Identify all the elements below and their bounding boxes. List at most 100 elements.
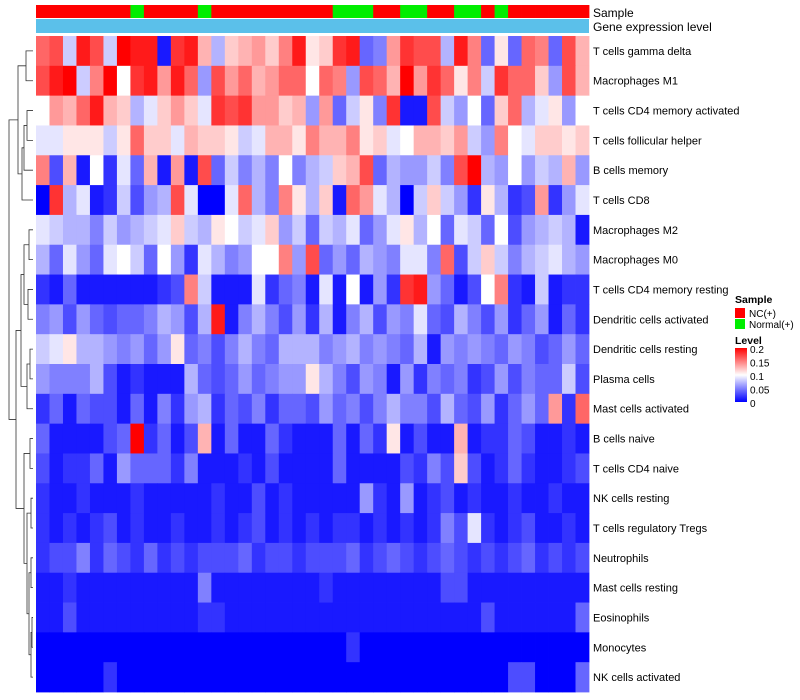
heatmap-cell: [265, 214, 280, 246]
heatmap-cell: [116, 125, 131, 156]
heatmap-cell: [224, 632, 239, 663]
heatmap-cell: [130, 572, 145, 603]
heatmap-cell: [346, 95, 361, 126]
heatmap-cell: [575, 453, 590, 484]
heatmap-cell: [184, 95, 199, 126]
heatmap-cell: [508, 662, 522, 693]
sample-annotation-cell: [535, 5, 549, 18]
heatmap-cell: [224, 304, 239, 335]
heatmap-cell: [224, 364, 239, 395]
heatmap-cell: [521, 214, 536, 246]
sample-legend-entries: NC(+)Normal(+): [735, 308, 794, 331]
heatmap-cell: [130, 364, 145, 395]
level-legend-title: Level: [735, 335, 762, 347]
heatmap-cell: [427, 95, 442, 126]
heatmap-cell: [170, 423, 185, 454]
heatmap-cell: [413, 95, 428, 126]
heatmap-cell: [521, 393, 536, 425]
heatmap-cell: [548, 334, 563, 365]
heatmap-cell: [89, 393, 104, 425]
heatmap-cell: [305, 185, 320, 216]
heatmap-cell: [224, 572, 239, 603]
heatmap-cell: [89, 304, 104, 335]
heatmap-cell: [184, 244, 199, 275]
heatmap-cell: [197, 453, 212, 484]
heatmap-cell: [562, 602, 576, 633]
sample-legend-label: NC(+): [749, 309, 776, 320]
heatmap-cell: [36, 364, 50, 395]
heatmap-cell: [89, 125, 104, 156]
heatmap-cell: [238, 36, 253, 67]
heatmap-cell: [373, 632, 388, 663]
heatmap-cell: [521, 632, 536, 663]
heatmap-cell: [494, 662, 509, 693]
sample-annotation-cell: [386, 5, 401, 18]
heatmap-cell: [440, 393, 455, 425]
heatmap-cell: [197, 483, 212, 514]
heatmap-cell: [440, 602, 455, 633]
heatmap-cell: [265, 453, 280, 484]
heatmap-cell: [413, 244, 428, 275]
heatmap-cell: [521, 483, 536, 514]
heatmap-cell: [427, 513, 442, 544]
heatmap-cell: [197, 155, 212, 186]
heatmap-cell: [76, 572, 91, 603]
heatmap-cell: [481, 364, 495, 395]
heatmap-cell: [386, 334, 401, 365]
heatmap-cell: [36, 244, 50, 275]
heatmap-cell: [211, 214, 226, 246]
heatmap-cell: [535, 393, 549, 425]
heatmap-cell: [265, 483, 280, 514]
heatmap-cell: [130, 304, 145, 335]
heatmap-cell: [143, 185, 158, 216]
heatmap-cell: [170, 185, 185, 216]
heatmap-cell: [413, 513, 428, 544]
heatmap-cell: [305, 36, 320, 67]
heatmap-cell: [427, 274, 442, 305]
heatmap-cell: [103, 125, 118, 156]
heatmap-cell: [130, 453, 145, 484]
heatmap-cell: [116, 244, 131, 275]
heatmap-cell: [184, 453, 199, 484]
heatmap-cell: [251, 244, 266, 275]
heatmap-cell: [265, 423, 280, 454]
heatmap-cell: [130, 155, 145, 186]
heatmap-cell: [278, 155, 293, 186]
heatmap-cell: [62, 483, 77, 514]
heatmap-cell: [116, 423, 131, 454]
heatmap-cell: [575, 95, 590, 126]
heatmap-cell: [62, 423, 77, 454]
heatmap-cell: [224, 65, 239, 97]
heatmap-cell: [62, 393, 77, 425]
heatmap-cell: [211, 453, 226, 484]
heatmap-cell: [508, 393, 522, 425]
heatmap-cell: [157, 95, 172, 126]
heatmap-cell: [292, 513, 307, 544]
heatmap-cell: [562, 95, 576, 126]
heatmap-cell: [332, 632, 347, 663]
heatmap-cell: [400, 602, 415, 633]
heatmap-cell: [346, 125, 361, 156]
heatmap-cell: [332, 95, 347, 126]
heatmap-cell: [535, 185, 549, 216]
heatmap-cell: [251, 513, 266, 544]
heatmap-cell: [454, 304, 469, 335]
heatmap-cell: [184, 542, 199, 574]
heatmap-cell: [454, 244, 469, 275]
heatmap-cell: [170, 125, 185, 156]
heatmap-cell: [467, 453, 482, 484]
heatmap-cell: [278, 334, 293, 365]
heatmap-cell: [49, 155, 64, 186]
heatmap-cell: [386, 513, 401, 544]
heatmap-cell: [238, 602, 253, 633]
row-label: B cells naive: [593, 434, 655, 446]
heatmap-cell: [143, 334, 158, 365]
heatmap-cell: [292, 214, 307, 246]
heatmap-cell: [157, 542, 172, 574]
heatmap-cell: [265, 244, 280, 275]
heatmap-cell: [427, 662, 442, 693]
heatmap-cell: [535, 542, 549, 574]
heatmap-cell: [373, 125, 388, 156]
sample-annotation-cell: [62, 5, 77, 18]
